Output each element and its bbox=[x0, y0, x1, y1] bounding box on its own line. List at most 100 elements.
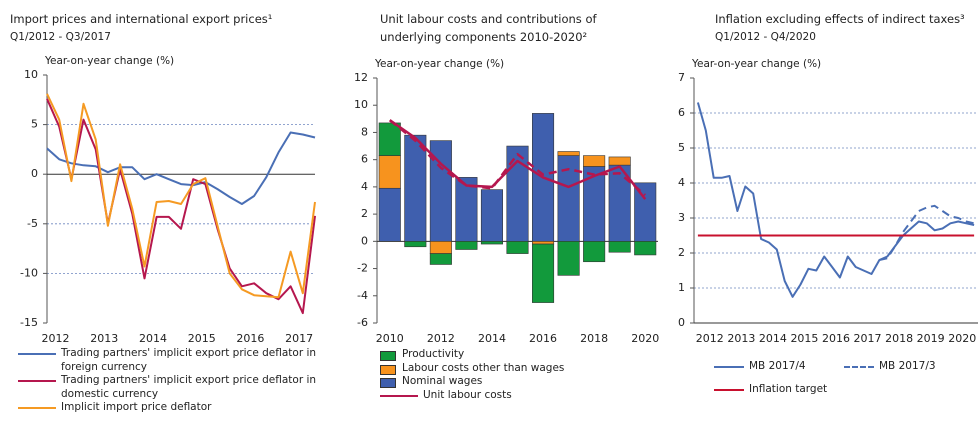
y-tick-label: 7 bbox=[678, 71, 685, 84]
x-tick-label: 2016 bbox=[529, 332, 557, 345]
y-axis-label: Year-on-year change (%) bbox=[374, 58, 504, 70]
y-tick-label: -2 bbox=[357, 262, 368, 275]
bar bbox=[532, 241, 555, 245]
bar bbox=[378, 155, 401, 189]
bar bbox=[583, 155, 606, 167]
legend-item: MB 2017/3 bbox=[844, 360, 974, 374]
x-tick-label: 2013 bbox=[90, 332, 118, 345]
x-tick-label: 2017 bbox=[285, 332, 313, 345]
legend-swatch bbox=[714, 366, 744, 368]
x-tick-label: 2016 bbox=[822, 332, 850, 345]
bar bbox=[480, 189, 503, 242]
chart-subtitle: Q1/2012 - Q4/2020 bbox=[715, 31, 816, 43]
x-tick-label: 2020 bbox=[631, 332, 659, 345]
bar bbox=[532, 243, 555, 303]
y-tick-label: 4 bbox=[361, 180, 368, 193]
y-tick-label: 10 bbox=[24, 68, 38, 81]
bar bbox=[557, 241, 580, 276]
bar bbox=[608, 156, 631, 166]
bar bbox=[378, 187, 401, 242]
legend-item: Unit labour costs bbox=[380, 389, 650, 403]
y-tick-label: 4 bbox=[678, 176, 685, 189]
bar bbox=[634, 182, 657, 242]
y-tick-label: -15 bbox=[20, 316, 38, 329]
x-tick-label: 2012 bbox=[42, 332, 70, 345]
legend-item: Trading partners' implicit export price … bbox=[18, 374, 338, 401]
x-tick-label: 2015 bbox=[790, 332, 818, 345]
x-tick-label: 2012 bbox=[696, 332, 724, 345]
x-tick-label: 2020 bbox=[948, 332, 976, 345]
legend-label: Inflation target bbox=[749, 382, 828, 395]
bar bbox=[404, 241, 427, 248]
y-tick-label: 2 bbox=[361, 207, 368, 220]
legend-item: Labour costs other than wages bbox=[380, 362, 650, 376]
y-tick-label: -4 bbox=[357, 289, 368, 302]
y-axis-label: Year-on-year change (%) bbox=[691, 58, 821, 70]
line bbox=[879, 204, 975, 261]
legend: Productivity Labour costs other than wage… bbox=[380, 348, 650, 402]
legend-label: Nominal wages bbox=[402, 375, 483, 387]
bar bbox=[583, 241, 606, 263]
bar bbox=[429, 253, 452, 265]
line bbox=[389, 119, 647, 197]
legend-swatch bbox=[714, 388, 744, 391]
legend-swatch bbox=[380, 394, 418, 397]
y-tick-label: -5 bbox=[27, 217, 38, 230]
legend-label: Trading partners' implicit export price … bbox=[61, 374, 317, 400]
bar bbox=[404, 134, 427, 242]
chart-title: Inflation excluding effects of indirect … bbox=[715, 12, 965, 26]
y-tick-label: 10 bbox=[354, 98, 368, 111]
bar bbox=[608, 241, 631, 253]
y-tick-label: 1 bbox=[678, 281, 685, 294]
x-tick-label: 2010 bbox=[376, 332, 404, 345]
y-tick-label: 5 bbox=[678, 141, 685, 154]
x-tick-label: 2013 bbox=[727, 332, 755, 345]
x-tick-label: 2018 bbox=[885, 332, 913, 345]
y-tick-label: -6 bbox=[357, 316, 368, 329]
legend: Trading partners' implicit export price … bbox=[18, 347, 338, 415]
line bbox=[46, 131, 316, 205]
bar bbox=[429, 241, 452, 254]
legend-label: Implicit import price deflator bbox=[61, 401, 212, 413]
x-tick-label: 2015 bbox=[188, 332, 216, 345]
x-tick-label: 2014 bbox=[478, 332, 506, 345]
legend-swatch bbox=[18, 380, 56, 382]
x-tick-label: 2018 bbox=[580, 332, 608, 345]
chart-title: Unit labour costs and contributions of u… bbox=[380, 12, 597, 44]
legend-swatch bbox=[18, 407, 56, 409]
legend-item: Implicit import price deflator bbox=[18, 401, 338, 415]
y-tick-label: 0 bbox=[678, 316, 685, 329]
x-tick-label: 2016 bbox=[236, 332, 264, 345]
legend-label: Trading partners' implicit export price … bbox=[61, 347, 317, 373]
legend: MB 2017/4 MB 2017/3 Inflation target bbox=[714, 360, 976, 396]
legend-item: Productivity bbox=[380, 348, 650, 362]
y-tick-label: -10 bbox=[20, 266, 38, 279]
legend-label: MB 2017/4 bbox=[749, 360, 806, 372]
bar bbox=[455, 241, 478, 250]
y-tick-label: 0 bbox=[31, 167, 38, 180]
y-tick-label: 6 bbox=[678, 106, 685, 119]
y-tick-label: 12 bbox=[354, 71, 368, 84]
bar bbox=[634, 241, 657, 256]
y-tick-label: 2 bbox=[678, 246, 685, 259]
bar bbox=[506, 241, 529, 254]
y-tick-label: 3 bbox=[678, 211, 685, 224]
legend-swatch bbox=[844, 366, 874, 368]
legend-label: Unit labour costs bbox=[423, 388, 512, 401]
legend-item: MB 2017/4 bbox=[714, 360, 844, 374]
y-tick-label: 8 bbox=[361, 125, 368, 138]
legend-swatch bbox=[380, 364, 396, 375]
chart-title: Import prices and international export p… bbox=[10, 12, 273, 26]
x-tick-label: 2014 bbox=[759, 332, 787, 345]
legend-label: Labour costs other than wages bbox=[402, 361, 565, 374]
y-tick-label: 0 bbox=[361, 234, 368, 247]
legend-swatch bbox=[380, 378, 396, 388]
x-tick-label: 2014 bbox=[139, 332, 167, 345]
y-tick-label: 5 bbox=[31, 118, 38, 131]
legend-swatch bbox=[380, 351, 396, 361]
legend-item: Trading partners' implicit export price … bbox=[18, 347, 338, 374]
bar bbox=[480, 241, 503, 245]
legend-item: Nominal wages bbox=[380, 375, 650, 389]
line bbox=[46, 93, 316, 299]
